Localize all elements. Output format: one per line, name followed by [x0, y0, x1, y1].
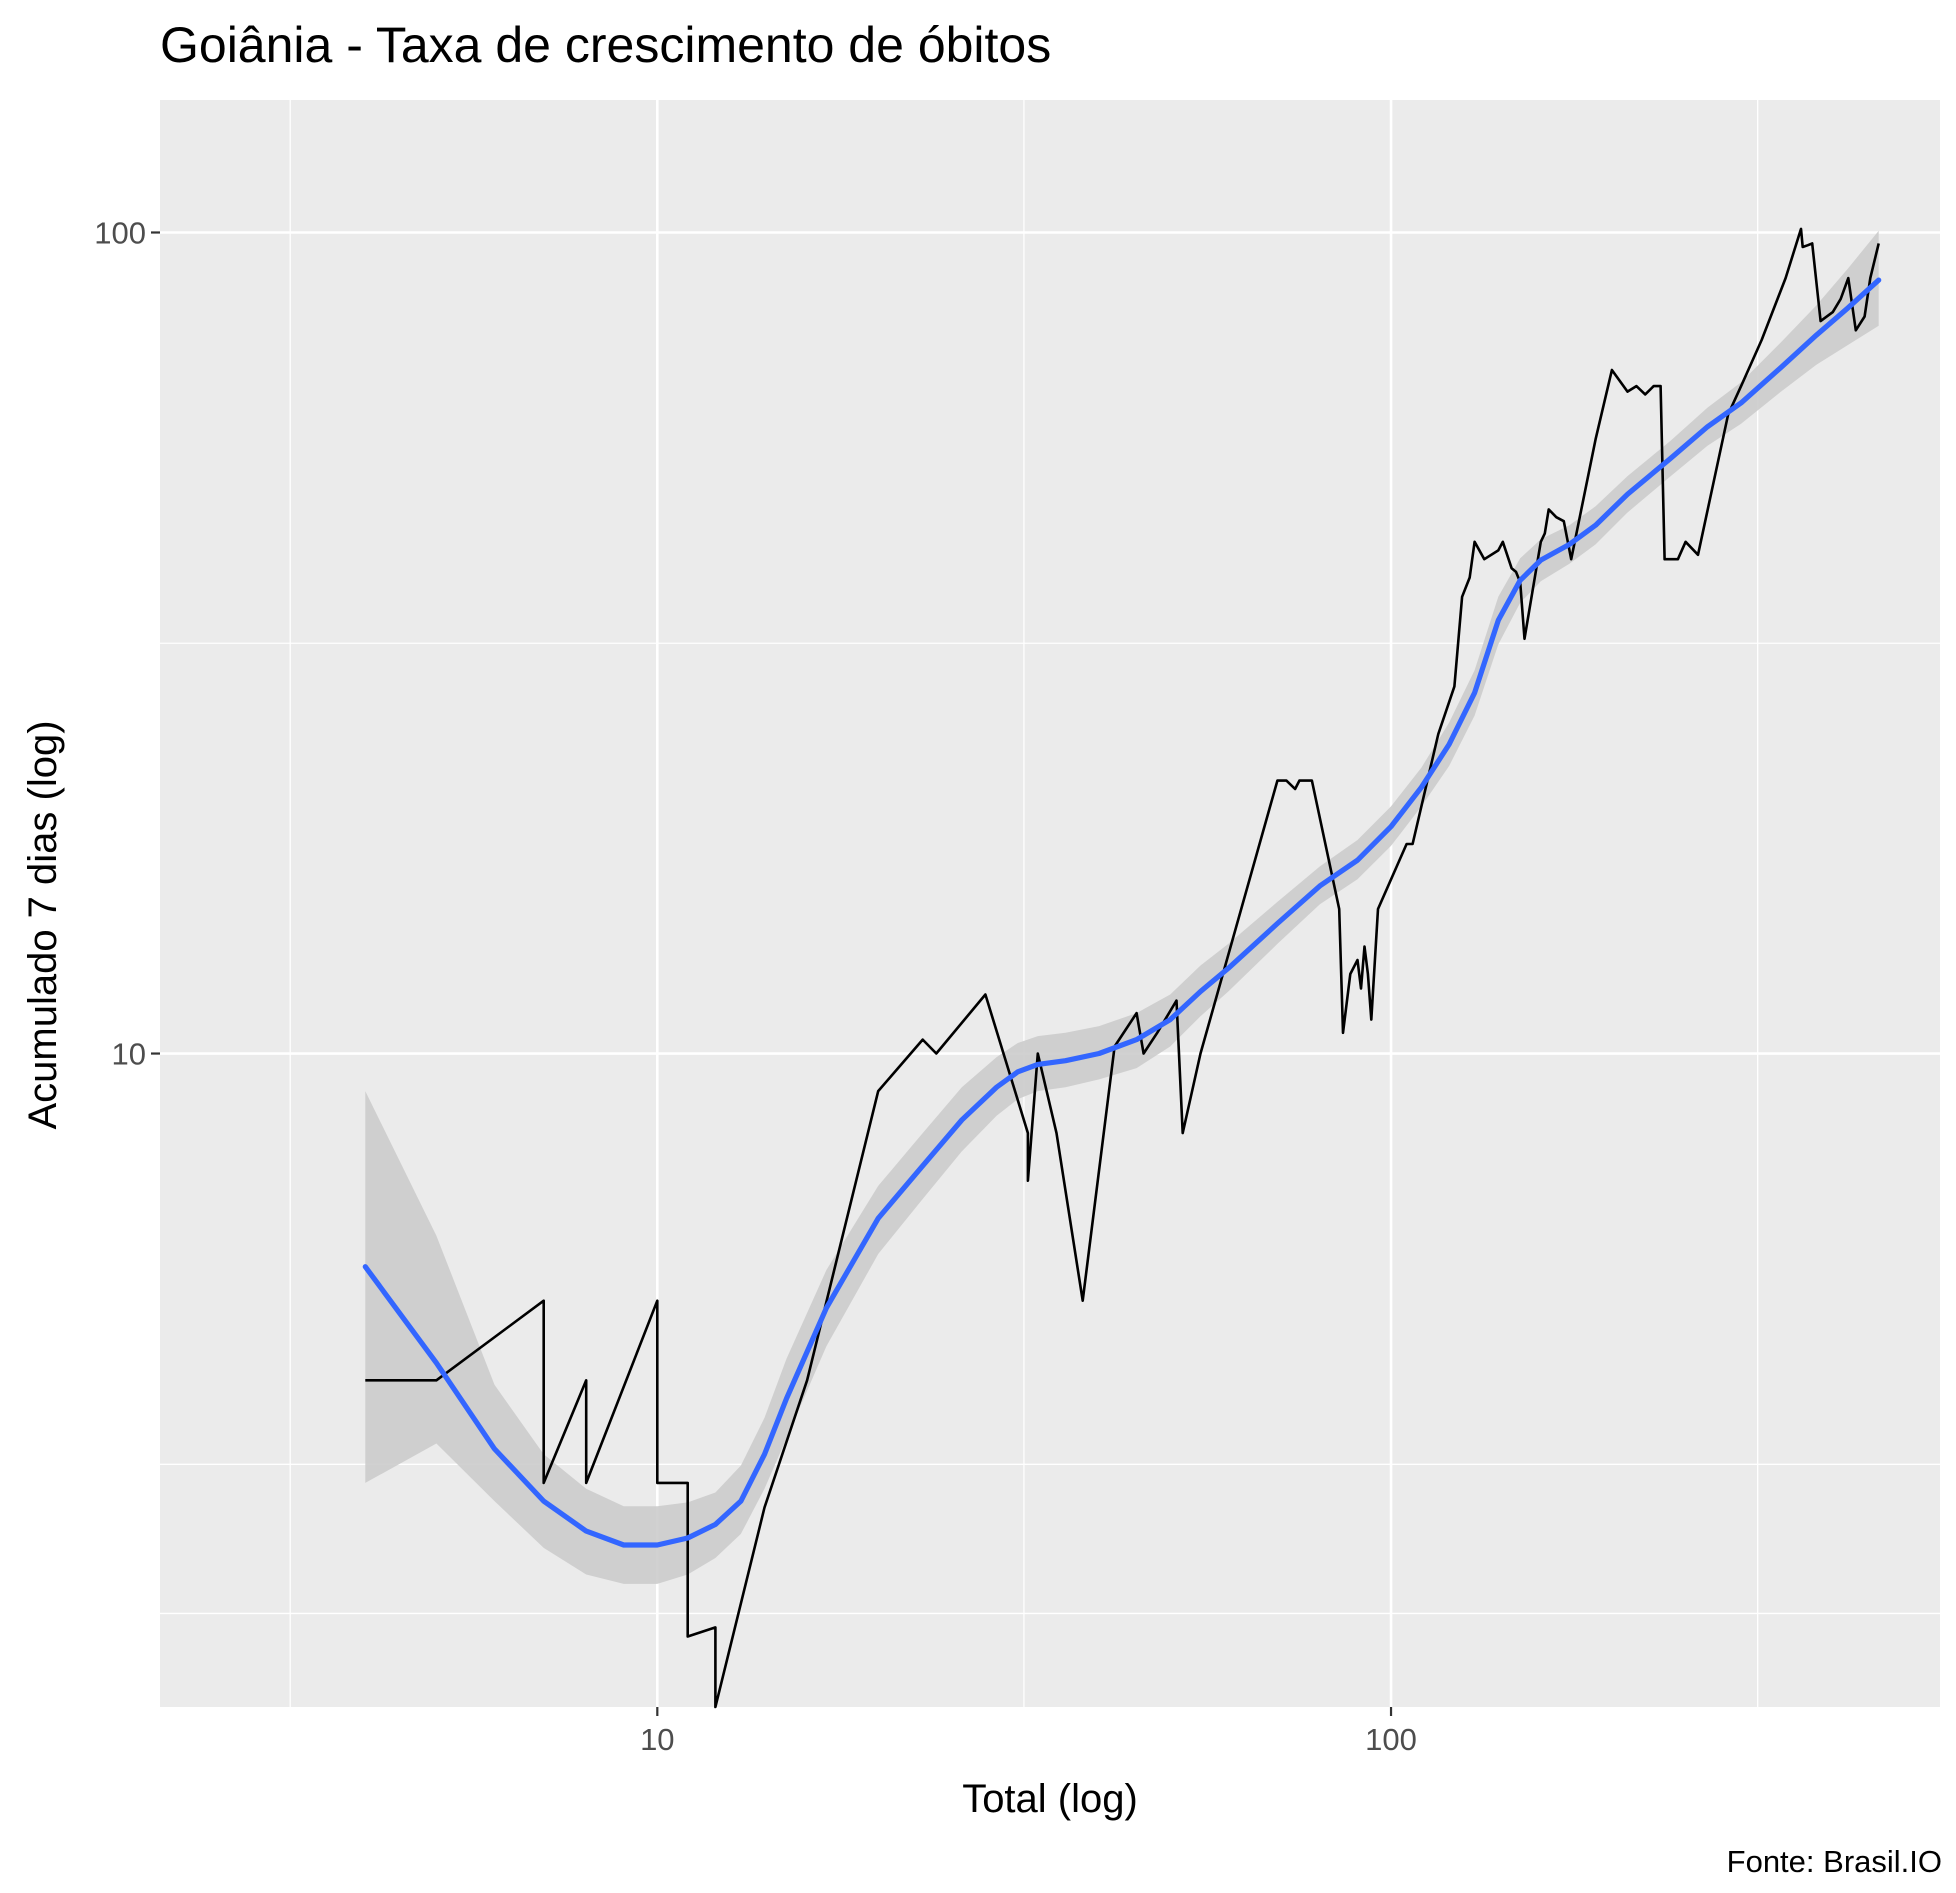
- y-tick-label: 100: [94, 215, 146, 250]
- x-tick-label: 10: [640, 1722, 674, 1757]
- chart-title: Goiânia - Taxa de crescimento de óbitos: [160, 17, 1051, 73]
- y-axis-ticks: 10 100: [94, 215, 160, 1072]
- y-axis-title: Acumulado 7 dias (log): [21, 720, 65, 1129]
- source-caption: Fonte: Brasil.IO: [1727, 1844, 1942, 1879]
- x-axis-ticks: 10 100: [640, 1707, 1417, 1757]
- smooth-trend-line: [362, 277, 1882, 1548]
- confidence-band: [365, 230, 1879, 1584]
- y-tick-label: 10: [112, 1037, 146, 1072]
- x-axis-title: Total (log): [962, 1777, 1138, 1821]
- x-tick-label: 100: [1365, 1722, 1417, 1757]
- plot-panel: [160, 100, 1940, 1707]
